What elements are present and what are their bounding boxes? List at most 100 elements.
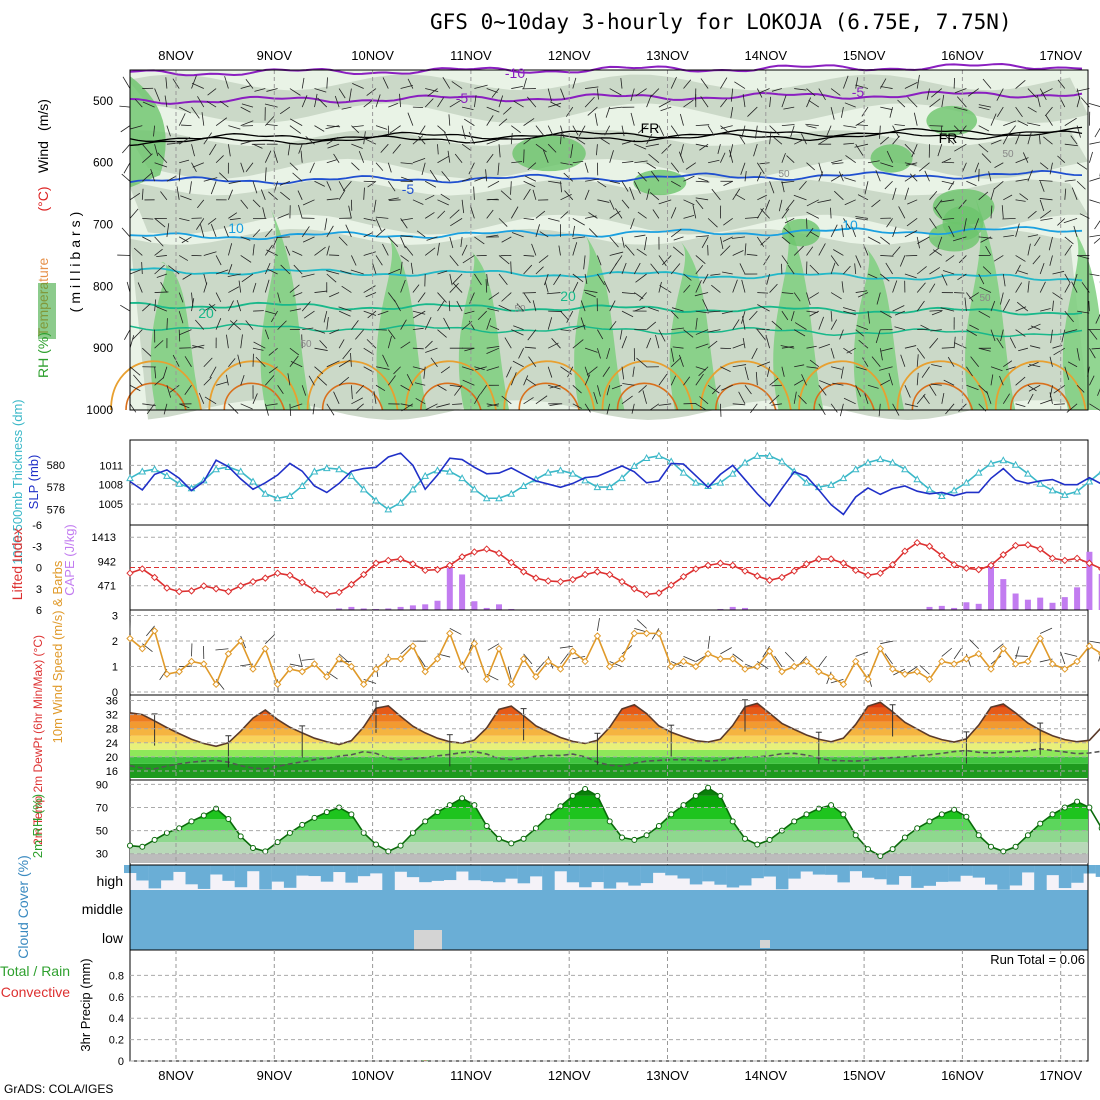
wind-barb (191, 162, 197, 172)
wind-barb (978, 125, 990, 132)
wind-barb (986, 390, 992, 404)
wind-barb (621, 236, 625, 248)
wind-barb (1030, 325, 1041, 331)
wind-barb (373, 199, 377, 213)
thickness-line-point (384, 505, 393, 513)
rh2m-line-point (188, 818, 195, 825)
wind-barb (184, 356, 192, 367)
wind-barb (597, 329, 604, 340)
wind-barb (449, 282, 459, 293)
wind-barb (437, 329, 447, 338)
wind-barb (165, 77, 168, 89)
cape-bar (471, 601, 478, 610)
wind-barb (695, 143, 709, 148)
wind-barb (843, 142, 855, 145)
wind-barb (996, 337, 1004, 349)
li-line-point (1073, 554, 1081, 562)
wind-barb (338, 181, 345, 191)
wind-barb (324, 218, 328, 231)
cape-bar (496, 604, 502, 610)
wind-barb (510, 181, 512, 195)
wind-barb (201, 112, 205, 126)
rh2m-line-point (1049, 811, 1056, 818)
thickness-line-point (445, 467, 454, 475)
wind-barb (621, 310, 634, 318)
wind10-line-point (224, 650, 233, 658)
wind-barb (683, 99, 694, 108)
li-line-point (1085, 559, 1094, 567)
thickness-line-point (544, 468, 553, 476)
cloud-high-cell (911, 865, 924, 888)
cloud-high-cell (234, 865, 248, 888)
wind-barb (1064, 188, 1067, 200)
wind-barb (389, 125, 401, 134)
wind-barb (268, 347, 278, 356)
wind-barb (252, 143, 263, 149)
wind-barb (695, 317, 698, 330)
wind-barb (461, 143, 472, 151)
wind-barb (178, 310, 184, 324)
wind-barb (1061, 329, 1066, 343)
wind-barb (292, 292, 303, 297)
wind-barb (178, 255, 189, 261)
wind-barb (301, 226, 310, 238)
wind-barb (637, 171, 647, 182)
cloud-high-cell (185, 865, 198, 885)
wind-barb (945, 255, 955, 262)
wind-barb (916, 236, 920, 249)
wind10-barb (1015, 646, 1020, 660)
li-line-point (950, 560, 958, 569)
rh2m-line-point (631, 836, 638, 843)
wind-barb (929, 337, 939, 349)
wind-barb (523, 78, 527, 89)
wind10-line-point (396, 655, 405, 663)
wind-barb (535, 224, 540, 238)
wind-barb (154, 366, 157, 379)
wind-barb (584, 374, 591, 386)
temp-band (130, 707, 1088, 715)
wind-barb (1009, 337, 1016, 349)
rh2m-line-point (865, 846, 871, 853)
wind-barb (620, 78, 623, 89)
wind-barb (430, 357, 438, 367)
cape-bar (1074, 587, 1081, 610)
wind-barb (695, 255, 706, 264)
wind-barb (176, 186, 180, 200)
wind-barb (366, 88, 377, 96)
wind-barb (393, 366, 401, 375)
wind-barb (209, 143, 217, 156)
thickness-line-point (691, 478, 700, 486)
wind-barb (606, 403, 611, 415)
wind-barb (203, 273, 208, 285)
cloud-high-cell (788, 865, 801, 879)
wind-barb (990, 374, 994, 386)
wind-barb (424, 316, 432, 330)
wind-barb (979, 286, 992, 293)
li-line-point (999, 551, 1008, 559)
wind-barb (564, 190, 574, 201)
wind-barb (978, 310, 991, 318)
wind-barb (487, 403, 500, 407)
thickness-line-point (765, 451, 774, 459)
wind-barb (880, 86, 893, 89)
wind-barb (683, 376, 691, 386)
wind-barb (524, 346, 536, 349)
wind-barb (539, 231, 549, 238)
wind-barb (228, 358, 236, 367)
wind-barb (169, 384, 180, 393)
wind-barb (572, 218, 585, 226)
wind-barb (658, 373, 668, 386)
wind-barb (245, 320, 254, 330)
wind-barb (301, 385, 307, 396)
rh2m-line-point (286, 829, 293, 836)
cloud-high-cell (775, 865, 789, 890)
wind-barb (771, 384, 782, 387)
wind-barb (228, 180, 241, 184)
wind-barb (931, 364, 942, 368)
cape-bar (951, 607, 958, 610)
wind-barb (1003, 194, 1013, 201)
wind-barb (695, 373, 704, 386)
wind-barb (142, 153, 153, 164)
wind-barb (1039, 210, 1052, 219)
wind-barb (974, 162, 980, 173)
